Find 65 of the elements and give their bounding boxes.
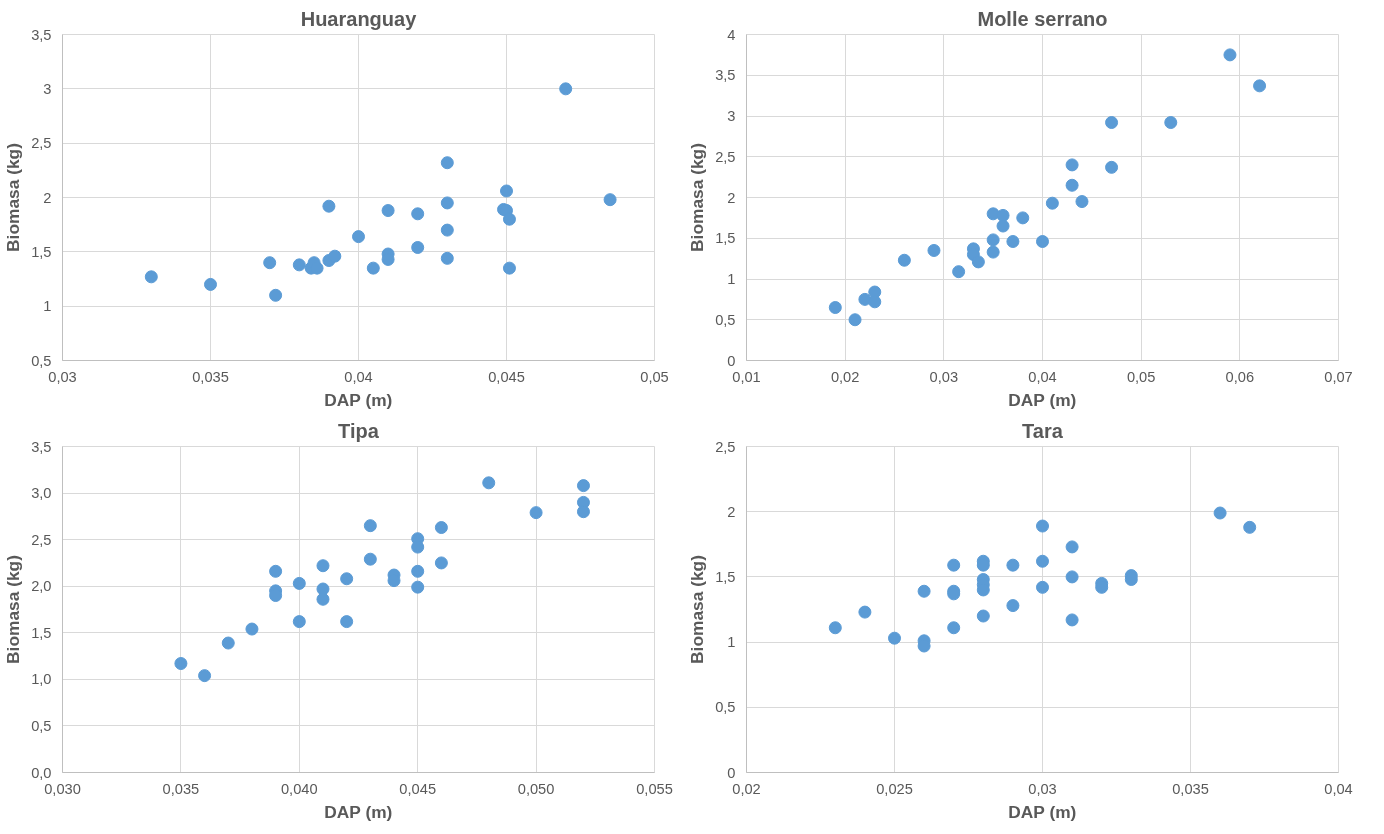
y-tick-label: 1,0 [31, 671, 52, 688]
x-tick-label: 0,06 [1225, 368, 1255, 385]
y-tick-label: 3 [727, 108, 736, 124]
x-tick-label: 0,045 [399, 780, 437, 797]
x-axis-title: DAP (m) [324, 801, 393, 822]
y-tick-label: 4 [727, 26, 736, 43]
y-tick-label: 2,5 [31, 531, 52, 548]
x-tick-label: 0,05 [640, 368, 669, 385]
y-axis-title: Biomasa (kg) [687, 555, 708, 664]
y-tick-label: 2,5 [715, 438, 736, 455]
x-axis-title: DAP (m) [324, 389, 393, 410]
y-tick-label: 2 [43, 189, 52, 206]
y-tick-label: 1,5 [715, 230, 736, 247]
x-tick-label: 0,030 [44, 780, 81, 797]
x-tick-label: 0,02 [732, 780, 761, 797]
x-axis-title: DAP (m) [1008, 389, 1077, 410]
y-tick-label: 0,5 [715, 311, 736, 328]
y-axis-title: Biomasa (kg) [3, 555, 24, 664]
x-tick-label: 0,03 [48, 368, 77, 385]
x-tick-label: 0,02 [830, 368, 860, 385]
x-tick-label: 0,05 [1126, 368, 1156, 385]
y-tick-label: 0,0 [31, 764, 52, 781]
y-tick-label: 0,5 [715, 699, 736, 716]
x-tick-label: 0,055 [636, 780, 673, 797]
y-tick-label: 1 [727, 634, 736, 651]
x-tick-label: 0,03 [1028, 780, 1057, 797]
y-tick-label: 2,0 [31, 578, 52, 595]
x-tick-label: 0,04 [1324, 780, 1353, 797]
x-axis-title: DAP (m) [1008, 801, 1077, 822]
y-axis-title: Biomasa (kg) [3, 143, 24, 252]
x-tick-label: 0,03 [929, 368, 959, 385]
y-axis-title: Biomasa (kg) [687, 143, 708, 252]
chart-title: Molle serrano [977, 7, 1108, 30]
x-tick-label: 0,050 [517, 780, 555, 797]
x-tick-label: 0,01 [732, 368, 761, 385]
x-tick-label: 0,045 [488, 368, 525, 385]
y-tick-label: 0,5 [31, 717, 52, 734]
chart-title: Huaranguay [300, 7, 418, 30]
x-tick-label: 0,035 [192, 368, 229, 385]
y-tick-label: 1 [727, 271, 736, 287]
y-tick-label: 3,5 [31, 438, 52, 455]
y-tick-label: 1,5 [31, 243, 52, 260]
y-tick-label: 0 [727, 352, 736, 369]
x-tick-label: 0,025 [876, 780, 913, 797]
x-tick-label: 0,04 [344, 368, 373, 385]
y-tick-label: 2 [727, 189, 736, 206]
y-tick-label: 3,5 [31, 26, 52, 43]
chart-title: Tipa [338, 419, 380, 442]
y-tick-label: 3 [43, 80, 52, 97]
y-tick-label: 0,5 [31, 352, 52, 369]
y-tick-label: 3,0 [31, 485, 52, 502]
y-tick-label: 3,5 [715, 67, 736, 84]
x-tick-label: 0,035 [1172, 780, 1209, 797]
chart-title: Tara [1022, 419, 1064, 442]
x-tick-label: 0,035 [162, 780, 200, 797]
x-tick-label: 0,04 [1028, 368, 1057, 385]
y-tick-label: 1,5 [715, 568, 736, 585]
y-tick-label: 2,5 [31, 135, 52, 152]
y-tick-label: 0 [727, 764, 736, 781]
y-tick-label: 1,5 [31, 624, 52, 641]
y-tick-label: 1 [43, 298, 52, 315]
y-tick-label: 2 [727, 503, 736, 520]
y-tick-label: 2,5 [715, 148, 736, 165]
x-tick-label: 0,040 [280, 780, 318, 797]
x-tick-label: 0,07 [1324, 368, 1353, 385]
